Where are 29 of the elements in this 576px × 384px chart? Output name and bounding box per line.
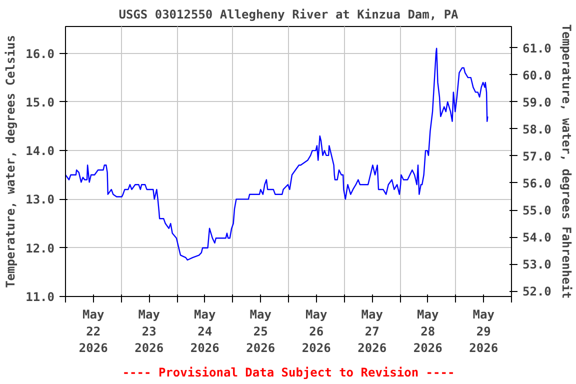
y-tick-label: 12.0 (26, 241, 55, 256)
x-tick-label: May 28 2026 (413, 308, 442, 356)
y2-tick-label: 57.0 (522, 149, 552, 164)
x-tick-label: May 25 2026 (246, 308, 276, 356)
y2-axis-title: Temperature, water, degrees Fahrenheit (559, 24, 574, 299)
x-tick-label: May 29 2026 (469, 308, 498, 356)
y-tick-label: 15.0 (26, 95, 55, 110)
chart-title: USGS 03012550 Allegheny River at Kinzua Dam, PA (118, 8, 460, 22)
y2-tick-label: 52.0 (522, 284, 552, 299)
y-tick-label: 11.0 (26, 290, 55, 304)
y-tick-label: 13.0 (26, 192, 55, 207)
line-series (66, 48, 488, 261)
y2-tick-label: 54.0 (522, 230, 552, 245)
x-tick-label: May 24 2026 (190, 308, 220, 356)
y2-tick-label: 59.0 (522, 95, 552, 110)
x-tick-label: May 26 2026 (302, 308, 331, 356)
y2-tick-label: 53.0 (522, 258, 552, 272)
x-tick-label: May 23 2026 (134, 308, 164, 356)
y-tick-label: 14.0 (26, 144, 55, 158)
y2-tick-label: 61.0 (522, 41, 552, 56)
x-tick-label: May 22 2026 (78, 308, 108, 356)
text: ---- Provisional Data Subject to Revision ---- (122, 366, 455, 380)
y-axis-title: Temperature, water, degrees Celsius (4, 35, 18, 288)
y2-tick-label: 60.0 (522, 68, 552, 82)
x-tick-label: May 27 2026 (358, 308, 387, 356)
y-tick-label: 16.0 (26, 46, 55, 61)
y2-tick-label: 58.0 (522, 122, 552, 136)
y2-tick-label: 55.0 (522, 204, 552, 218)
y2-tick-label: 56.0 (522, 176, 552, 190)
